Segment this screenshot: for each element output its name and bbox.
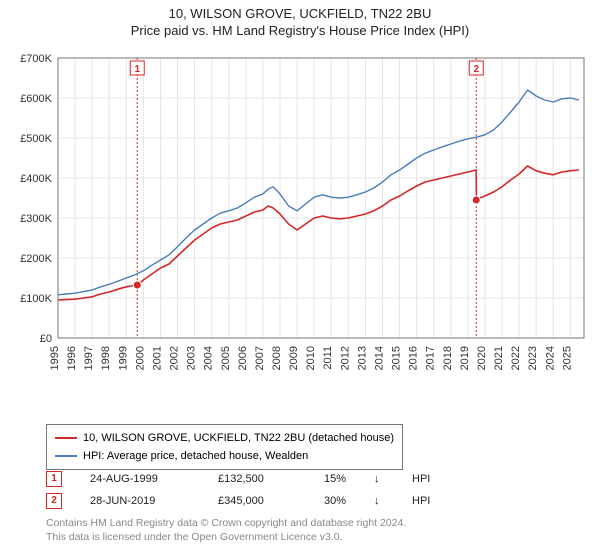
svg-text:2003: 2003	[186, 346, 198, 370]
legend-item: HPI: Average price, detached house, Weal…	[55, 447, 394, 465]
legend-label: HPI: Average price, detached house, Weal…	[83, 447, 308, 465]
sale-price: £132,500	[218, 468, 288, 490]
legend-swatch	[55, 437, 77, 439]
svg-text:2014: 2014	[373, 346, 385, 370]
svg-text:£300K: £300K	[20, 213, 52, 225]
svg-text:2004: 2004	[203, 346, 215, 370]
svg-text:£400K: £400K	[20, 173, 52, 185]
svg-text:2025: 2025	[561, 346, 573, 370]
sales-table: 1 24-AUG-1999 £132,500 15% ↓ HPI 2 28-JUN-2019 £…	[46, 468, 442, 512]
footer-attribution: Contains HM Land Registry data © Crown c…	[46, 516, 406, 544]
sale-date: 24-AUG-1999	[90, 468, 190, 490]
legend: 10, WILSON GROVE, UCKFIELD, TN22 2BU (de…	[46, 424, 403, 470]
line-chart: £0 £100K £200K £300K £400K £500K £600K £700K 199…	[8, 48, 592, 418]
svg-text:1: 1	[134, 64, 140, 75]
svg-text:2009: 2009	[288, 346, 300, 370]
svg-text:2006: 2006	[237, 346, 249, 370]
svg-text:2017: 2017	[425, 346, 437, 370]
legend-swatch	[55, 455, 77, 457]
down-arrow-icon: ↓	[374, 468, 384, 490]
svg-text:1996: 1996	[66, 346, 78, 370]
sale-hpi-label: HPI	[412, 468, 442, 490]
svg-text:2010: 2010	[305, 346, 317, 370]
svg-text:2007: 2007	[254, 346, 266, 370]
legend-item: 10, WILSON GROVE, UCKFIELD, TN22 2BU (de…	[55, 429, 394, 447]
chart-title-block: 10, WILSON GROVE, UCKFIELD, TN22 2BU Pri…	[0, 0, 600, 40]
svg-text:2008: 2008	[271, 346, 283, 370]
svg-text:2002: 2002	[169, 346, 181, 370]
chart-title-subtitle: Price paid vs. HM Land Registry's House …	[0, 23, 600, 40]
svg-text:2022: 2022	[510, 346, 522, 370]
svg-text:£100K: £100K	[20, 293, 52, 305]
svg-text:2016: 2016	[408, 346, 420, 370]
svg-text:2018: 2018	[442, 346, 454, 370]
sale-price: £345,000	[218, 490, 288, 512]
sale-marker-box: 2	[46, 493, 62, 509]
chart-title-address: 10, WILSON GROVE, UCKFIELD, TN22 2BU	[0, 6, 600, 23]
svg-text:2005: 2005	[220, 346, 232, 370]
svg-text:£600K: £600K	[20, 93, 52, 105]
svg-text:2000: 2000	[134, 346, 146, 370]
svg-text:2019: 2019	[459, 346, 471, 370]
svg-text:£700K: £700K	[20, 53, 52, 65]
sale-row: 1 24-AUG-1999 £132,500 15% ↓ HPI	[46, 468, 442, 490]
svg-text:£200K: £200K	[20, 253, 52, 265]
svg-text:2023: 2023	[527, 346, 539, 370]
footer-line-1: Contains HM Land Registry data © Crown c…	[46, 516, 406, 530]
chart-area: £0 £100K £200K £300K £400K £500K £600K £700K 199…	[8, 48, 592, 418]
sale-hpi-label: HPI	[412, 490, 442, 512]
sale-pct: 15%	[316, 468, 346, 490]
svg-text:2020: 2020	[476, 346, 488, 370]
svg-text:£0: £0	[40, 333, 52, 345]
svg-text:2013: 2013	[356, 346, 368, 370]
sale-date: 28-JUN-2019	[90, 490, 190, 512]
svg-text:2024: 2024	[544, 346, 556, 370]
svg-text:2001: 2001	[151, 346, 163, 370]
footer-line-2: This data is licensed under the Open Gov…	[46, 530, 406, 544]
sale-pct: 30%	[316, 490, 346, 512]
legend-label: 10, WILSON GROVE, UCKFIELD, TN22 2BU (de…	[83, 429, 394, 447]
svg-text:1997: 1997	[83, 346, 95, 370]
svg-text:2: 2	[473, 64, 479, 75]
sale-row: 2 28-JUN-2019 £345,000 30% ↓ HPI	[46, 490, 442, 512]
svg-text:2011: 2011	[322, 346, 334, 370]
svg-text:1995: 1995	[49, 346, 61, 370]
svg-text:2021: 2021	[493, 346, 505, 370]
svg-text:1999: 1999	[117, 346, 129, 370]
sale-marker-box: 1	[46, 471, 62, 487]
down-arrow-icon: ↓	[374, 490, 384, 512]
svg-text:£500K: £500K	[20, 133, 52, 145]
svg-text:2015: 2015	[391, 346, 403, 370]
svg-text:2012: 2012	[339, 346, 351, 370]
svg-text:1998: 1998	[100, 346, 112, 370]
